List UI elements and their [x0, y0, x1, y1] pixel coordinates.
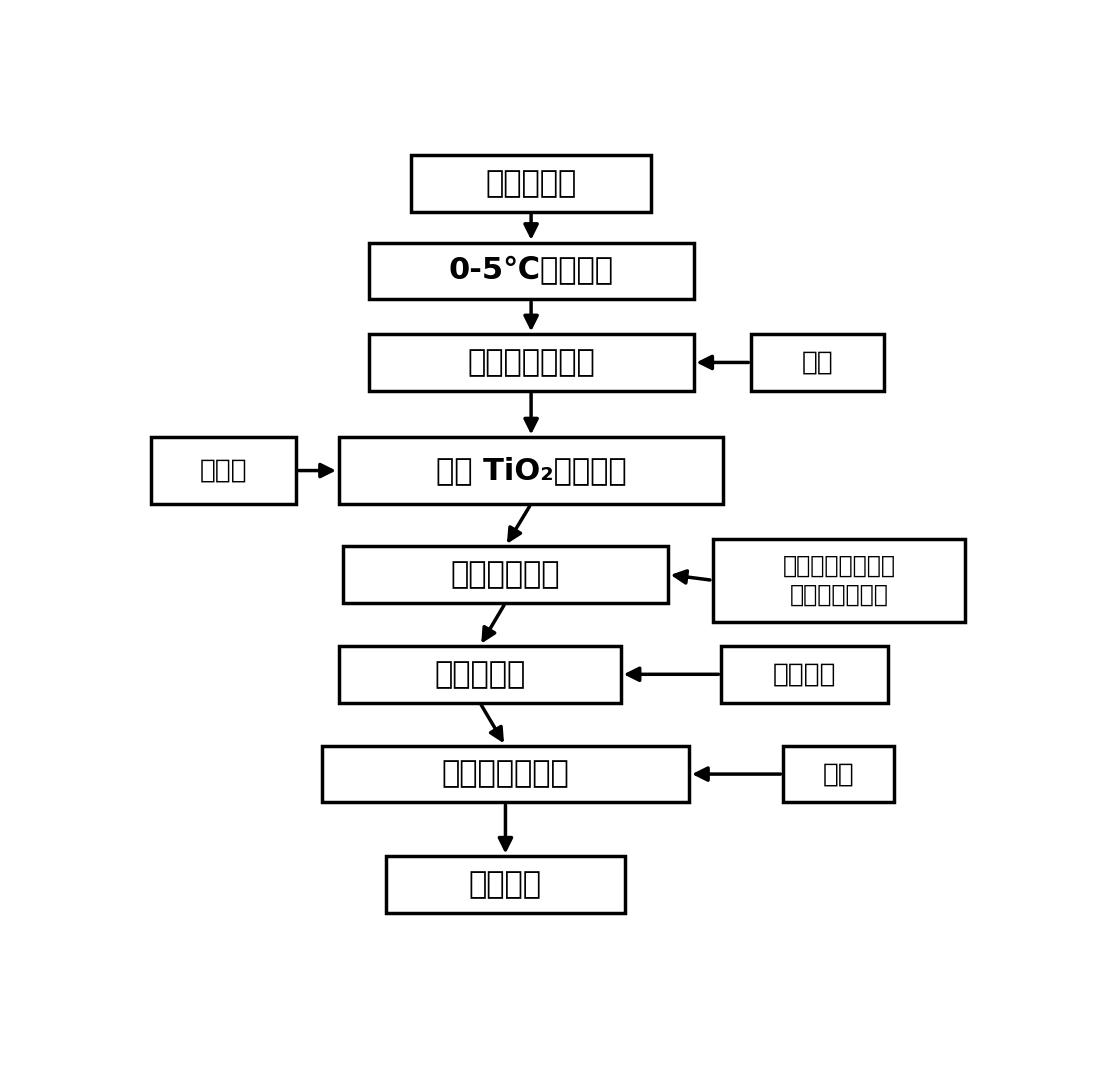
Text: 褐色树脂状物质: 褐色树脂状物质: [441, 759, 569, 788]
Bar: [751, 334, 884, 391]
Text: 四氯化鲛水溶液: 四氯化鲛水溶液: [468, 348, 595, 377]
Bar: [151, 437, 296, 503]
Text: 加热蔓发: 加热蔓发: [773, 661, 836, 687]
Text: 透明混合液: 透明混合液: [435, 660, 525, 689]
Text: 硝酸钒、柠櫬酸和
硝酸胺的水溶液: 硝酸钒、柠櫬酸和 硝酸胺的水溶液: [782, 553, 896, 607]
Text: 氨水: 氨水: [802, 350, 834, 376]
Bar: [343, 546, 668, 603]
Bar: [721, 646, 888, 703]
Bar: [783, 746, 895, 802]
Bar: [322, 746, 689, 802]
Bar: [411, 156, 651, 212]
Bar: [386, 856, 625, 913]
Text: 纯四氯化鲛: 纯四氯化鲛: [485, 170, 577, 198]
Text: 点燃: 点燃: [823, 761, 855, 787]
Text: 硝酸氧鲛溶液: 硝酸氧鲛溶液: [451, 561, 560, 589]
Text: 最终产物: 最终产物: [469, 870, 542, 900]
Bar: [368, 243, 694, 299]
Bar: [339, 646, 621, 703]
Bar: [368, 334, 694, 391]
Text: 0-5℃去离子水: 0-5℃去离子水: [449, 256, 613, 285]
Text: 浓硝酸: 浓硝酸: [200, 458, 247, 484]
Bar: [339, 437, 724, 503]
Bar: [713, 539, 965, 622]
Text: 含水 TiO₂白色沉淠: 含水 TiO₂白色沉淠: [436, 456, 627, 485]
